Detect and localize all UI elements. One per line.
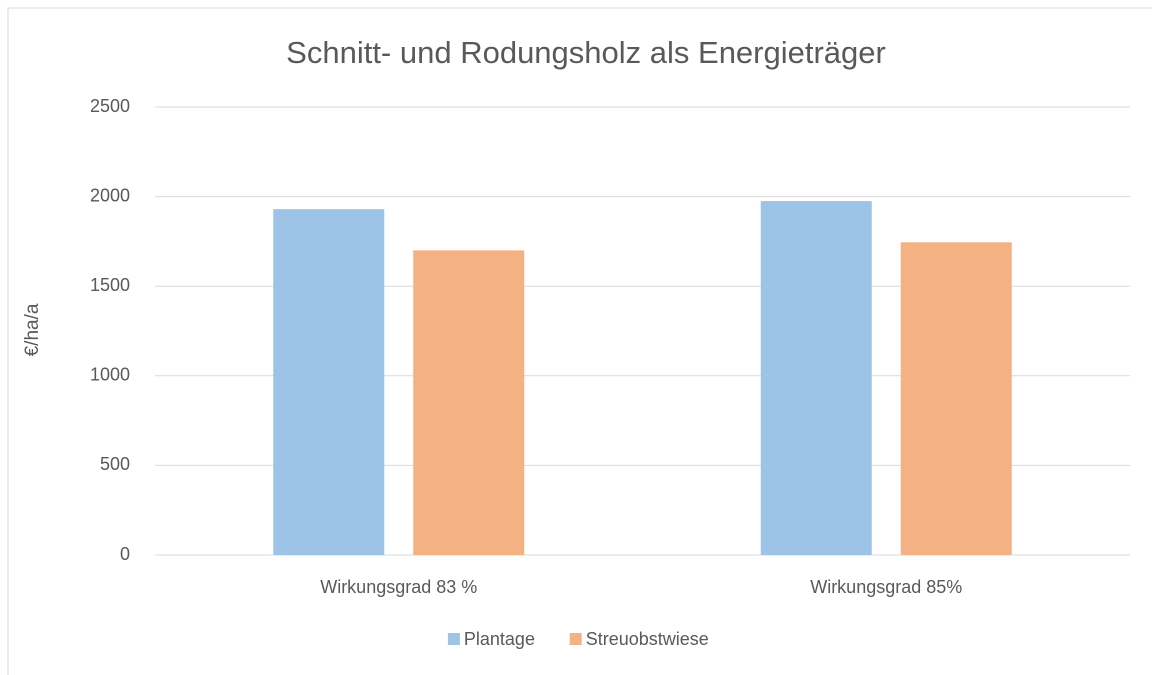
y-tick-label: 0 <box>120 544 130 564</box>
legend-swatch <box>569 633 582 645</box>
x-tick-label: Wirkungsgrad 83 % <box>320 577 477 597</box>
chart-title: Schnitt- und Rodungsholz als Energieträg… <box>286 35 886 70</box>
bar <box>273 209 385 556</box>
legend-swatch <box>447 633 460 645</box>
bar <box>900 242 1012 555</box>
bar <box>760 201 872 555</box>
y-tick-label: 1000 <box>90 365 130 385</box>
legend-label: Plantage <box>464 629 535 649</box>
y-tick-label: 1500 <box>90 275 130 295</box>
y-tick-label: 2000 <box>90 185 130 205</box>
legend-label: Streuobstwiese <box>586 629 709 649</box>
y-tick-label: 2500 <box>90 96 130 116</box>
y-tick-label: 500 <box>100 454 130 474</box>
bar <box>413 250 525 556</box>
y-axis-label: €/ha/a <box>22 303 43 356</box>
x-tick-label: Wirkungsgrad 85% <box>810 577 962 597</box>
